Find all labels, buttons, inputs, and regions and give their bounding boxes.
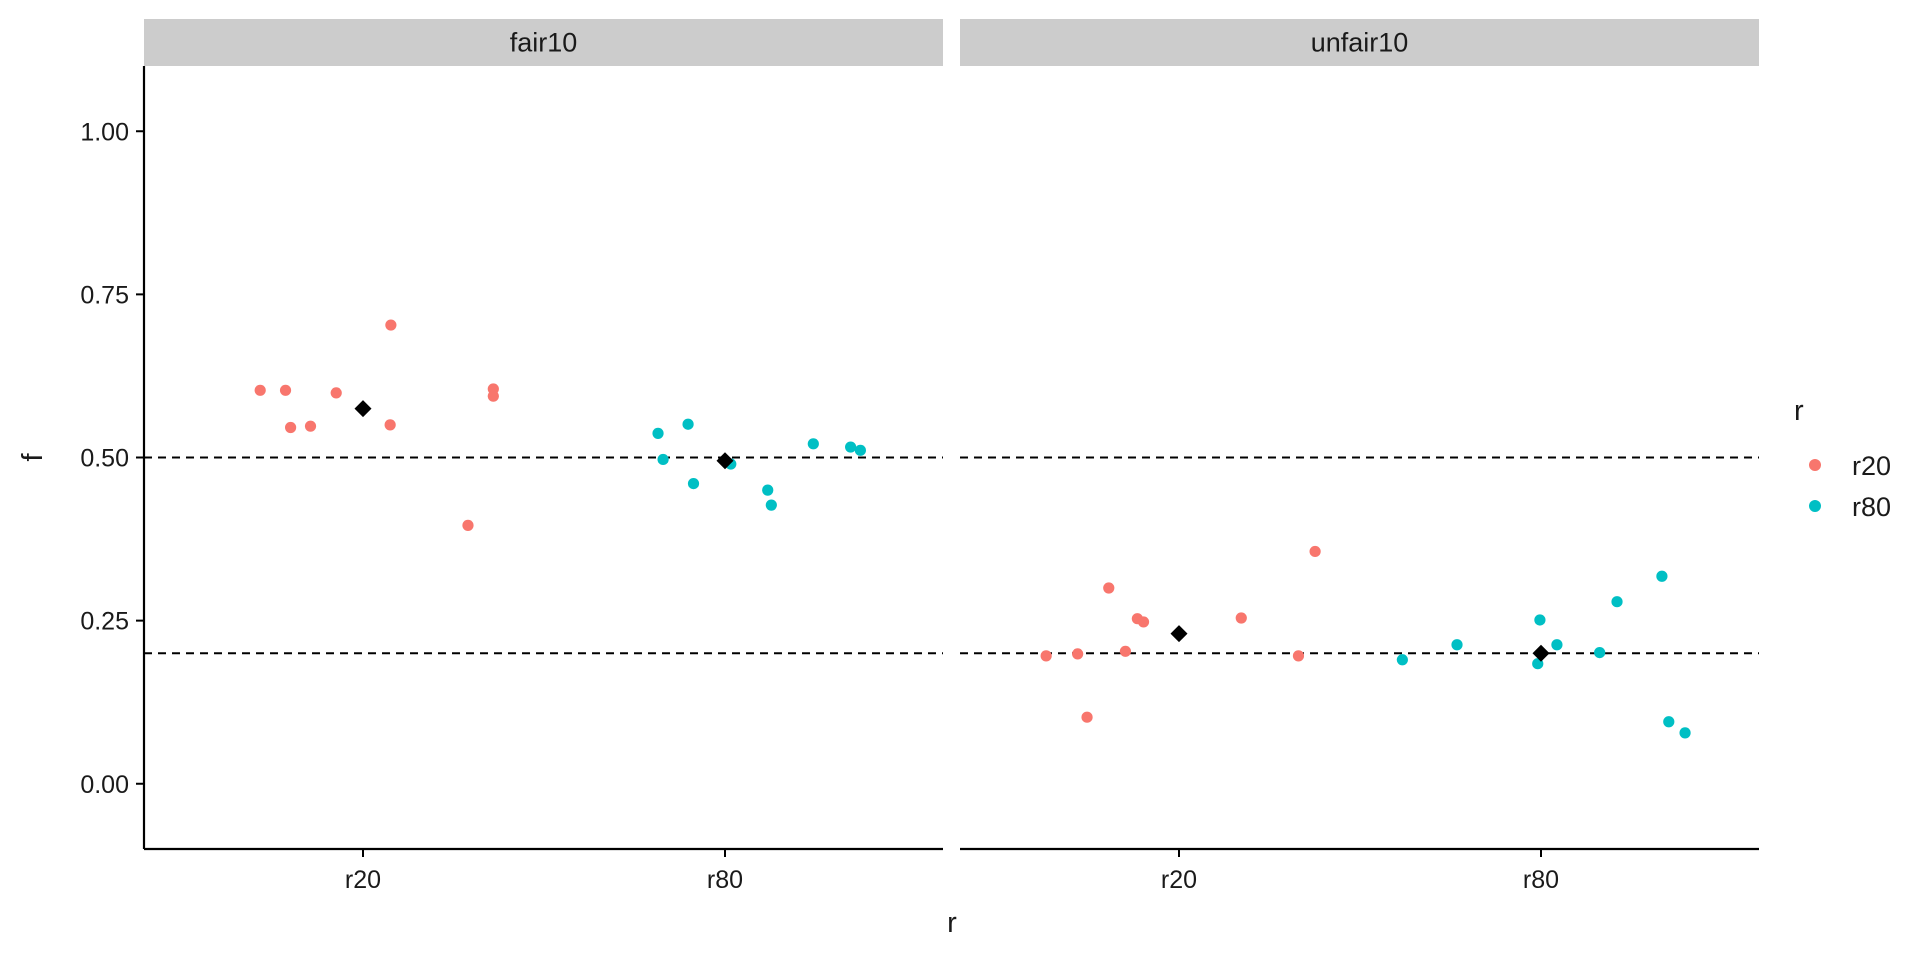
legend-key-r20 <box>1809 459 1821 471</box>
data-point-r20 <box>1072 648 1084 660</box>
data-point-r80 <box>765 499 777 511</box>
data-point-r80 <box>845 441 857 453</box>
data-point-r80 <box>1656 570 1668 582</box>
data-point-r80 <box>854 444 866 456</box>
data-point-r80 <box>1611 596 1623 608</box>
facet-strip-label: fair10 <box>510 28 578 58</box>
data-point-r80 <box>1663 716 1675 728</box>
data-point-r80 <box>687 478 700 490</box>
data-point-r20 <box>254 384 266 396</box>
data-point-r80 <box>682 418 694 430</box>
y-tick-label: 0.75 <box>80 281 129 309</box>
data-point-r20 <box>279 384 292 396</box>
data-point-r80 <box>1534 614 1546 626</box>
legend-layer: r r20 r80 <box>1794 395 1891 522</box>
axes-layer: r20 r80 r20 r80 0.00 0.25 0.50 0.75 1.00 r f <box>17 66 1759 939</box>
data-point-r80 <box>807 438 819 450</box>
data-point-r20 <box>462 519 474 531</box>
x-tick-label: r80 <box>1523 866 1559 894</box>
x-axis-title: r <box>947 907 957 939</box>
mean-markers-layer <box>354 400 1550 662</box>
data-point-r80 <box>1396 654 1408 666</box>
data-point-r20 <box>304 420 317 432</box>
data-point-r80 <box>652 427 664 439</box>
mean-marker-r20 <box>354 400 372 418</box>
data-point-r20 <box>1119 645 1132 657</box>
y-tick-label: 0.50 <box>80 445 129 473</box>
data-point-r20 <box>487 390 499 402</box>
facet-strip-label: unfair10 <box>1311 28 1409 58</box>
data-point-r80 <box>1451 639 1463 651</box>
data-point-r80 <box>1679 727 1691 739</box>
y-axis-title: f <box>17 453 49 462</box>
data-point-r80 <box>1594 646 1606 659</box>
data-point-r20 <box>285 421 297 434</box>
y-tick-label: 0.25 <box>80 608 129 636</box>
data-point-r20 <box>330 387 342 399</box>
data-point-r20 <box>1040 650 1052 662</box>
data-point-r20 <box>1235 612 1247 624</box>
data-point-r20 <box>384 419 396 431</box>
reference-lines-layer <box>144 456 1759 655</box>
data-point-r20 <box>385 319 397 331</box>
data-point-r80 <box>657 453 669 466</box>
facet-strips-layer: fair10 unfair10 <box>144 19 1759 66</box>
legend-key-r80 <box>1809 500 1821 512</box>
data-point-r80 <box>762 484 774 496</box>
data-point-r80 <box>1551 639 1563 651</box>
mean-marker-r80 <box>716 452 734 470</box>
data-point-r20 <box>1292 650 1305 662</box>
x-tick-label: r80 <box>707 866 743 894</box>
x-tick-label: r20 <box>345 866 381 894</box>
data-point-r20 <box>1137 616 1150 628</box>
facet-strip-fair10 <box>144 19 943 66</box>
data-point-r20 <box>1309 545 1321 558</box>
mean-marker-r80 <box>1532 644 1550 662</box>
y-tick-label: 0.00 <box>80 771 129 799</box>
legend-label: r20 <box>1852 451 1891 481</box>
facet-strip-unfair10 <box>960 19 1759 66</box>
y-tick-label: 1.00 <box>80 118 129 146</box>
x-tick-label: r20 <box>1161 866 1197 894</box>
legend-label: r80 <box>1852 492 1891 522</box>
data-point-r20 <box>1103 582 1115 594</box>
points-layer <box>254 319 1691 739</box>
mean-marker-r20 <box>1170 625 1188 643</box>
data-point-r20 <box>1081 711 1093 723</box>
legend-title: r <box>1794 395 1804 427</box>
